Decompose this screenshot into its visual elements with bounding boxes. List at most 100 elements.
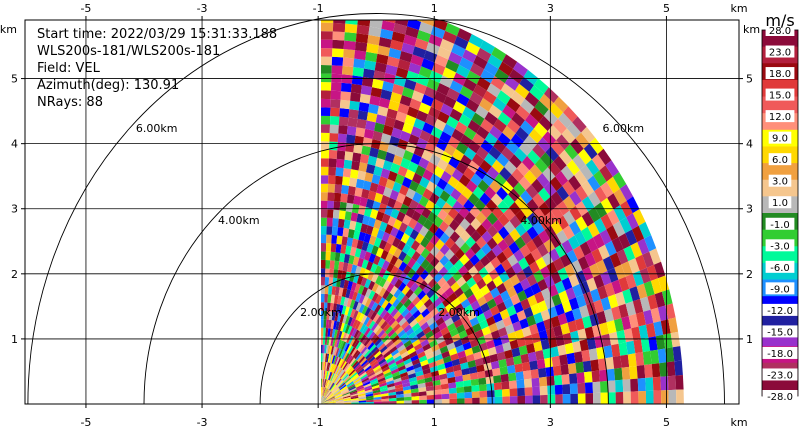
range-gate [364, 327, 371, 337]
x-tick-label-bottom: -1 [313, 416, 324, 429]
range-gate [350, 396, 359, 400]
range-gate [480, 69, 495, 84]
range-gate [381, 398, 389, 402]
range-gate [516, 162, 530, 177]
range-gate [563, 210, 576, 226]
axis-unit-label: km [743, 23, 760, 36]
range-gate [499, 308, 510, 320]
range-gate [438, 266, 449, 277]
y-tick-label-left: 3 [11, 203, 18, 216]
range-gate [652, 376, 661, 391]
range-gate [321, 31, 333, 40]
range-gate [592, 381, 601, 394]
range-gate [607, 380, 616, 393]
range-gate [423, 372, 432, 379]
range-gate [519, 318, 529, 330]
range-gate [593, 274, 605, 289]
range-gate [456, 64, 470, 79]
range-gate [358, 370, 366, 377]
range-gate [507, 254, 519, 267]
range-gate [638, 324, 649, 340]
range-gate [335, 399, 344, 402]
range-gate [399, 347, 408, 356]
colorbar-label: 12.0 [769, 112, 791, 123]
range-gate [357, 20, 371, 27]
range-gate [422, 368, 431, 375]
range-gate [524, 91, 540, 108]
range-gate [433, 330, 443, 340]
range-gate [354, 50, 367, 61]
range-gate [406, 70, 419, 83]
range-gate [590, 288, 601, 303]
range-gate [418, 157, 430, 170]
range-gate [348, 335, 354, 345]
range-gate [420, 321, 430, 331]
range-gate [330, 320, 335, 329]
range-gate [600, 296, 612, 311]
range-gate [485, 376, 494, 385]
range-gate [555, 334, 565, 347]
range-gate [395, 387, 404, 392]
range-gate [456, 392, 465, 399]
range-gate [518, 257, 530, 270]
range-gate [566, 122, 582, 139]
range-gate [341, 361, 347, 370]
range-gate [325, 390, 331, 398]
range-gate [321, 124, 330, 133]
range-gate [358, 294, 365, 304]
range-gate [411, 90, 425, 103]
range-gate [444, 317, 454, 327]
range-gate [651, 363, 661, 378]
range-gate [383, 186, 393, 198]
range-gate [324, 379, 327, 388]
range-gate [535, 350, 545, 361]
range-gate [325, 260, 331, 269]
range-gate [351, 328, 358, 338]
range-gate [339, 253, 346, 263]
range-gate [343, 401, 352, 404]
range-gate [422, 188, 433, 200]
range-gate [353, 339, 360, 349]
range-gate [353, 362, 360, 370]
range-gate [372, 130, 383, 142]
range-gate [345, 354, 352, 363]
range-gate [442, 297, 452, 308]
range-gate [338, 304, 344, 314]
range-gate [419, 130, 431, 142]
range-gate [536, 358, 546, 369]
range-gate [513, 282, 524, 294]
range-gate [333, 320, 338, 330]
range-gate [446, 371, 455, 379]
range-gate [451, 168, 464, 182]
range-gate [435, 316, 445, 327]
colorbar-label: 28.0 [769, 26, 791, 37]
range-gate [403, 298, 412, 309]
range-gate [612, 355, 622, 369]
range-gate [344, 364, 351, 372]
range-gate [544, 196, 557, 211]
range-gate [486, 383, 495, 391]
range-gate [632, 298, 644, 314]
range-gate [321, 400, 328, 404]
range-gate [606, 368, 616, 381]
range-gate [432, 297, 443, 308]
range-gate [346, 125, 357, 136]
range-gate [327, 394, 334, 400]
range-gate [495, 319, 506, 330]
range-gate [434, 353, 443, 362]
range-gate [343, 159, 353, 170]
range-gate [321, 400, 329, 404]
range-gate [425, 385, 434, 392]
range-gate [377, 306, 385, 316]
range-gate [326, 362, 330, 371]
range-gate [333, 388, 340, 395]
range-gate [460, 314, 470, 325]
range-gate [375, 157, 385, 169]
range-gate [496, 251, 508, 264]
range-gate [628, 313, 639, 329]
range-gate [384, 374, 393, 380]
range-gate [606, 225, 619, 241]
range-gate [329, 268, 334, 278]
range-gate [390, 226, 399, 238]
range-gate [402, 122, 414, 134]
